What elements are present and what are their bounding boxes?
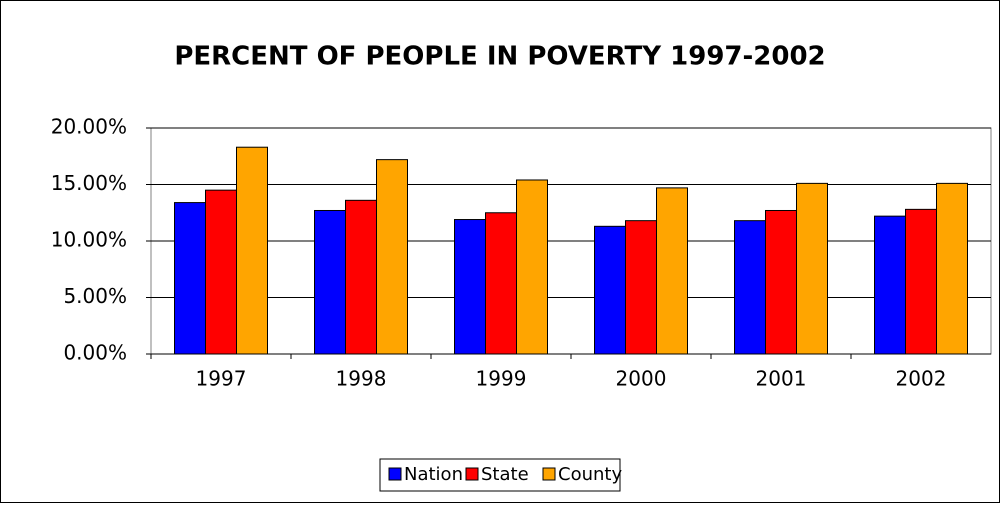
bar	[734, 220, 766, 355]
bar	[376, 159, 408, 355]
bar	[765, 209, 797, 355]
bar	[454, 219, 486, 355]
y-tick-label: 10.00%	[51, 228, 127, 252]
legend	[379, 458, 621, 492]
x-tick-label: 2000	[616, 367, 667, 391]
legend-label: Nation	[404, 464, 463, 485]
legend-label: County	[558, 464, 622, 485]
bar	[205, 189, 237, 355]
legend-label: State	[481, 464, 529, 485]
chart-title: PERCENT OF PEOPLE IN POVERTY 1997-2002	[174, 42, 825, 72]
bar	[516, 179, 548, 355]
y-tick-label: 0.00%	[63, 341, 127, 365]
x-tick-label: 1997	[196, 367, 247, 391]
bar	[625, 220, 657, 355]
legend-swatch	[388, 467, 402, 481]
bar	[236, 146, 268, 355]
legend-swatch	[542, 467, 556, 481]
bar	[936, 182, 968, 355]
bar	[485, 212, 517, 355]
x-tick-label: 1998	[336, 367, 387, 391]
bar	[594, 225, 626, 355]
bar	[314, 209, 346, 355]
legend-swatch	[465, 467, 479, 481]
bar	[174, 202, 206, 355]
y-tick-label: 15.00%	[51, 171, 127, 195]
bar	[656, 187, 688, 355]
x-tick-label: 2002	[896, 367, 947, 391]
bar	[345, 199, 377, 355]
bar	[905, 208, 937, 355]
x-tick-label: 1999	[476, 367, 527, 391]
y-tick-label: 20.00%	[51, 115, 127, 139]
x-tick-label: 2001	[756, 367, 807, 391]
y-tick-label: 5.00%	[63, 284, 127, 308]
bar	[874, 215, 906, 355]
bar	[796, 182, 828, 355]
